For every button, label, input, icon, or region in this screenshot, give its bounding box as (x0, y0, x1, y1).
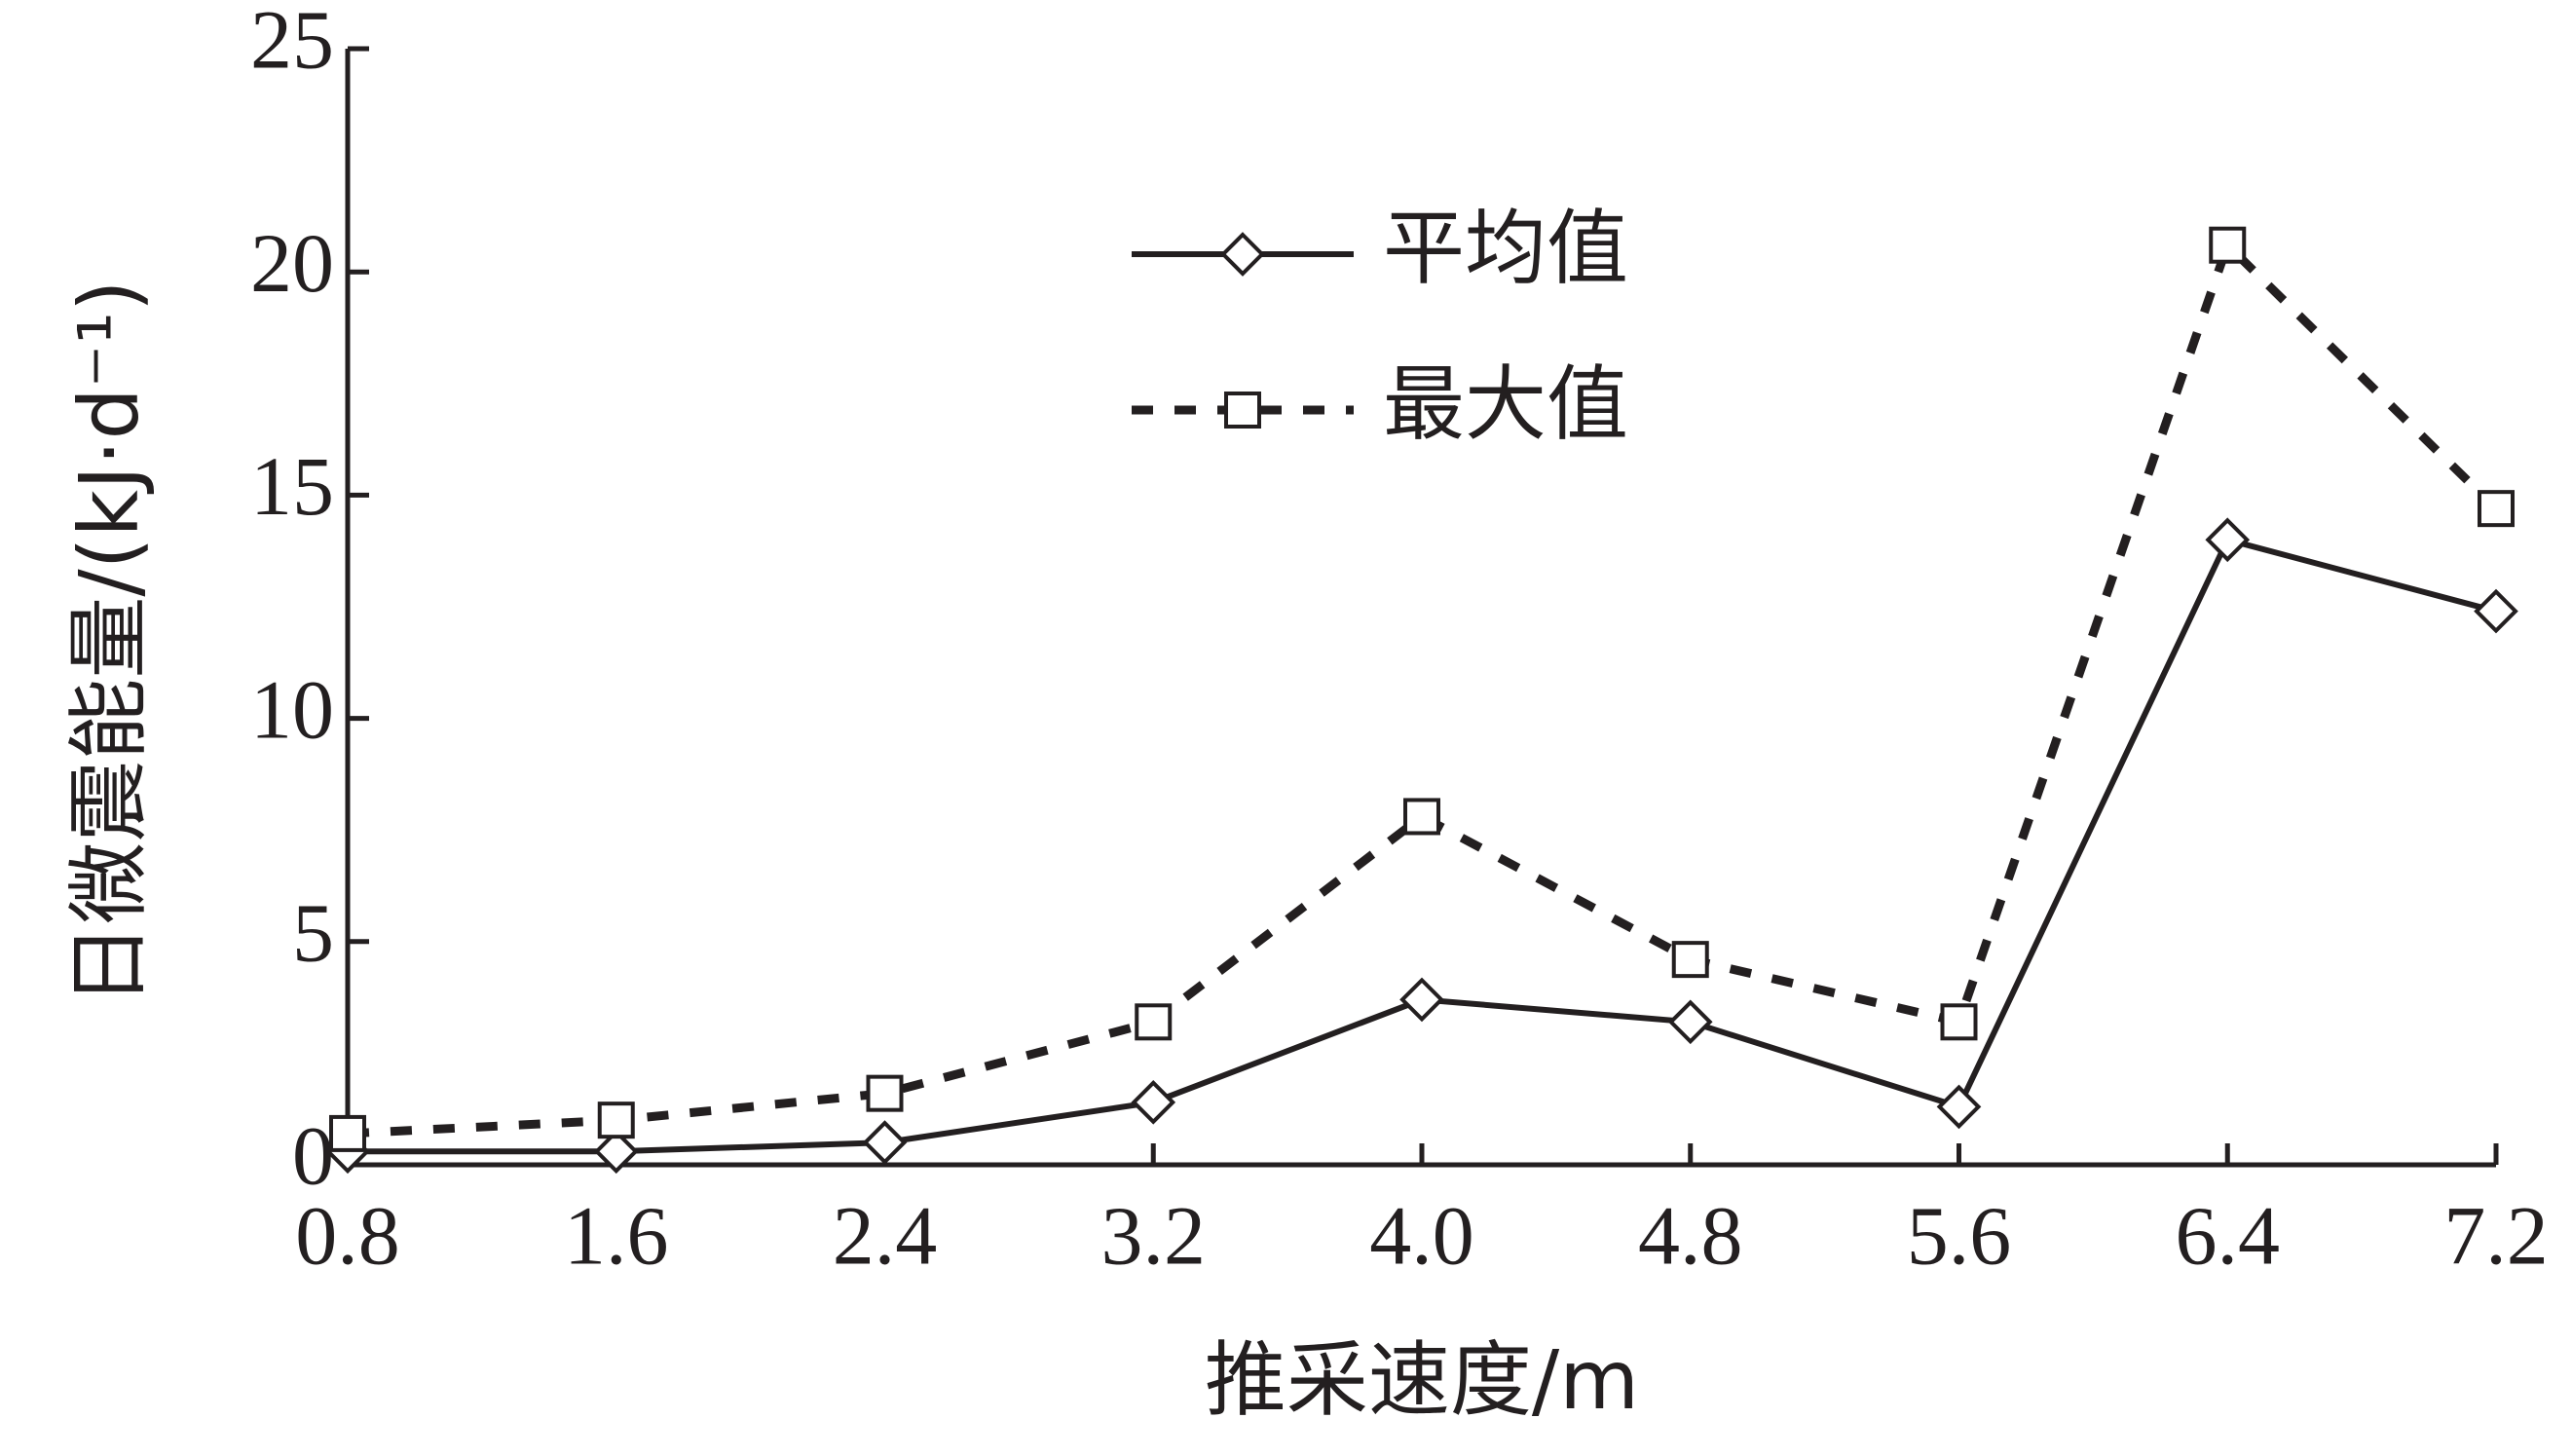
marker (1940, 1003, 1978, 1041)
x-tick-label: 1.6 (564, 1189, 669, 1283)
x-tick-label: 6.4 (2176, 1189, 2281, 1283)
marker (2478, 490, 2515, 528)
x-tick-label: 3.2 (1101, 1189, 1207, 1283)
marker (1135, 1003, 1173, 1041)
legend-label: 平均值 (1383, 201, 1628, 296)
legend-marker (1224, 392, 1261, 429)
y-tick-label: 20 (250, 216, 334, 310)
y-tick-label: 5 (292, 886, 334, 980)
marker (329, 1114, 366, 1152)
x-tick-label: 4.8 (1638, 1189, 1743, 1283)
x-axis-title: 推采速度/m (1205, 1332, 1639, 1428)
marker (597, 1101, 635, 1139)
marker (1399, 977, 1444, 1023)
marker (593, 1129, 639, 1175)
x-tick-label: 7.2 (2443, 1189, 2549, 1283)
y-axis-title: 日微震能量/(kJ·d⁻¹) (61, 280, 157, 1005)
marker (2474, 588, 2518, 634)
series-line (347, 237, 2500, 1139)
marker (866, 1074, 904, 1112)
legend-label: 最大值 (1383, 356, 1628, 452)
x-tick-label: 4.0 (1369, 1189, 1474, 1283)
marker (1671, 941, 1709, 979)
marker (1936, 1084, 1982, 1130)
x-tick-label: 2.4 (833, 1189, 938, 1283)
y-tick-label: 25 (250, 0, 334, 87)
x-tick-label: 5.6 (1907, 1189, 2012, 1283)
y-tick-label: 0 (292, 1109, 334, 1203)
marker (1131, 1079, 1176, 1125)
y-tick-label: 10 (250, 662, 334, 756)
marker (1667, 999, 1713, 1045)
x-tick-label: 0.8 (295, 1189, 400, 1283)
legend-marker (1220, 232, 1265, 277)
marker (2209, 226, 2247, 264)
marker (2205, 517, 2251, 563)
marker (862, 1120, 908, 1165)
series-line (348, 536, 2497, 1155)
marker (1403, 798, 1440, 836)
y-tick-label: 15 (250, 439, 334, 533)
